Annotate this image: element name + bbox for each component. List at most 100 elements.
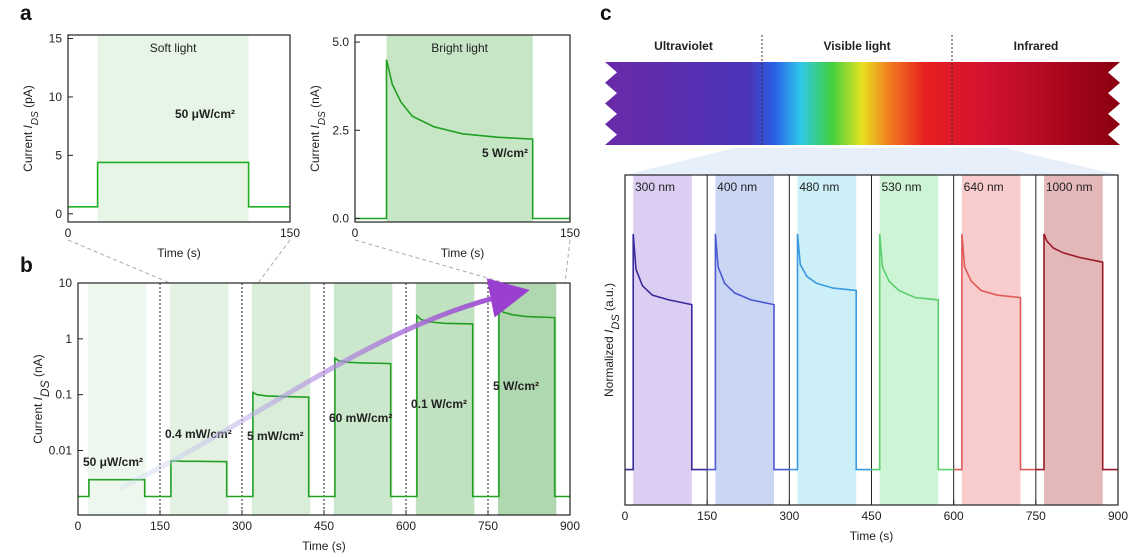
x-tick-label: 750: [1026, 509, 1046, 523]
x-tick-label: 0: [352, 226, 359, 240]
y-tick-label: 5.0: [332, 35, 349, 49]
series-label: 0.1 W/cm²: [411, 397, 467, 411]
y-tick-label: 1: [65, 332, 72, 346]
x-axis-label: Time (s): [302, 539, 346, 553]
y-axis-label-part: Normalized: [602, 333, 616, 397]
y-tick-label: 0: [55, 207, 62, 221]
y-axis-label-part: DS: [30, 111, 41, 125]
y-axis-label-part: DS: [38, 380, 52, 397]
series-label: 5 mW/cm²: [247, 429, 304, 443]
x-tick-label: 600: [944, 509, 964, 523]
x-tick-label: 300: [779, 509, 799, 523]
series-label: 640 nm: [964, 180, 1004, 194]
y-axis-label: Normalized IDS (a.u.): [602, 283, 622, 397]
data-line: [355, 59, 570, 220]
y-tick-label: 2.5: [332, 123, 349, 137]
y-axis-label-part: I: [602, 329, 616, 333]
y-tick-label: 0.1: [55, 388, 72, 402]
x-tick-label: 450: [314, 519, 334, 533]
spectrum-label: Ultraviolet: [654, 39, 713, 53]
x-tick-label: 150: [150, 519, 170, 533]
panel-letter: b: [20, 254, 33, 277]
x-axis-label: Time (s): [157, 246, 201, 260]
y-axis-label-part: I: [308, 124, 322, 128]
series-label: 60 mW/cm²: [329, 411, 392, 425]
annotation: 50 μW/cm²: [175, 107, 235, 121]
panel-letter: a: [20, 2, 32, 25]
y-axis-label-part: Current: [21, 128, 35, 171]
y-axis-label-part: Current: [31, 400, 45, 443]
data-line: [871, 233, 954, 471]
plot-frame: [67, 34, 291, 223]
light-on-region: [169, 283, 229, 515]
y-axis-label: Current IDS (pA): [21, 85, 41, 172]
data-line: [78, 478, 160, 498]
data-line: [953, 233, 1036, 471]
x-tick-label: 0: [65, 226, 72, 240]
y-axis-label-part: (nA): [308, 85, 322, 111]
light-on-region: [497, 283, 557, 515]
series-label: 480 nm: [799, 180, 839, 194]
y-tick-label: 15: [49, 32, 63, 46]
light-on-region: [333, 283, 393, 515]
data-line: [68, 161, 290, 208]
projection: [625, 148, 1118, 175]
light-on-region: [87, 283, 147, 515]
data-line: [242, 391, 324, 498]
light-on-region: [1044, 175, 1103, 505]
y-tick-label: 0.0: [332, 211, 349, 225]
data-line: [625, 233, 708, 471]
x-tick-label: 900: [1108, 509, 1128, 523]
light-on-region: [797, 175, 857, 505]
series-label: 530 nm: [882, 180, 922, 194]
y-tick-label: 10: [59, 276, 73, 290]
annotation: 5 W/cm²: [482, 146, 528, 160]
x-tick-label: 300: [232, 519, 252, 533]
x-tick-label: 600: [396, 519, 416, 533]
y-axis-label-part: (pA): [21, 85, 35, 111]
light-on-region: [879, 175, 939, 505]
x-tick-label: 900: [560, 519, 580, 533]
data-line: [160, 460, 242, 498]
light-on-region: [715, 175, 774, 505]
trend-arrow: [118, 278, 530, 491]
x-axis-label: Time (s): [441, 246, 485, 260]
y-axis-label-part: I: [21, 124, 35, 128]
data-line: [1035, 233, 1118, 471]
decoration: [67, 148, 1118, 284]
y-axis-label: Current IDS (nA): [31, 354, 52, 443]
connector: [564, 239, 571, 284]
chart-title: Soft light: [150, 41, 197, 55]
spectrum-bar: [605, 62, 1120, 145]
x-tick-label: 150: [697, 509, 717, 523]
connector: [67, 239, 171, 284]
x-tick-label: 0: [622, 509, 629, 523]
light-on-region: [386, 35, 533, 222]
x-axis-label: Time (s): [850, 529, 894, 543]
y-axis-label-part: (a.u.): [602, 283, 616, 314]
y-axis-label-part: (nA): [31, 354, 45, 380]
y-axis-label: Current IDS (nA): [308, 85, 328, 172]
plot-frame: [354, 34, 571, 223]
connector: [354, 239, 506, 284]
series-label: 300 nm: [635, 180, 675, 194]
y-axis-label-part: I: [31, 396, 45, 400]
y-tick-label: 0.01: [49, 444, 73, 458]
y-axis-label-part: Current: [308, 128, 322, 171]
x-tick-label: 450: [861, 509, 881, 523]
series-label: 5 W/cm²: [493, 379, 539, 393]
panel-letter: c: [600, 2, 612, 25]
y-tick-label: 10: [49, 90, 63, 104]
spectrum-label: Visible light: [823, 39, 890, 53]
connector: [257, 239, 291, 284]
light-on-region: [633, 175, 692, 505]
data-line: [789, 233, 872, 471]
chart-title: Bright light: [431, 41, 488, 55]
light-on-region: [97, 35, 249, 222]
y-axis-label-part: DS: [317, 111, 328, 125]
series-label: 1000 nm: [1046, 180, 1093, 194]
spectrum-label: Infrared: [1014, 39, 1059, 53]
y-axis-label-part: DS: [610, 314, 622, 330]
data-line: [324, 356, 406, 498]
